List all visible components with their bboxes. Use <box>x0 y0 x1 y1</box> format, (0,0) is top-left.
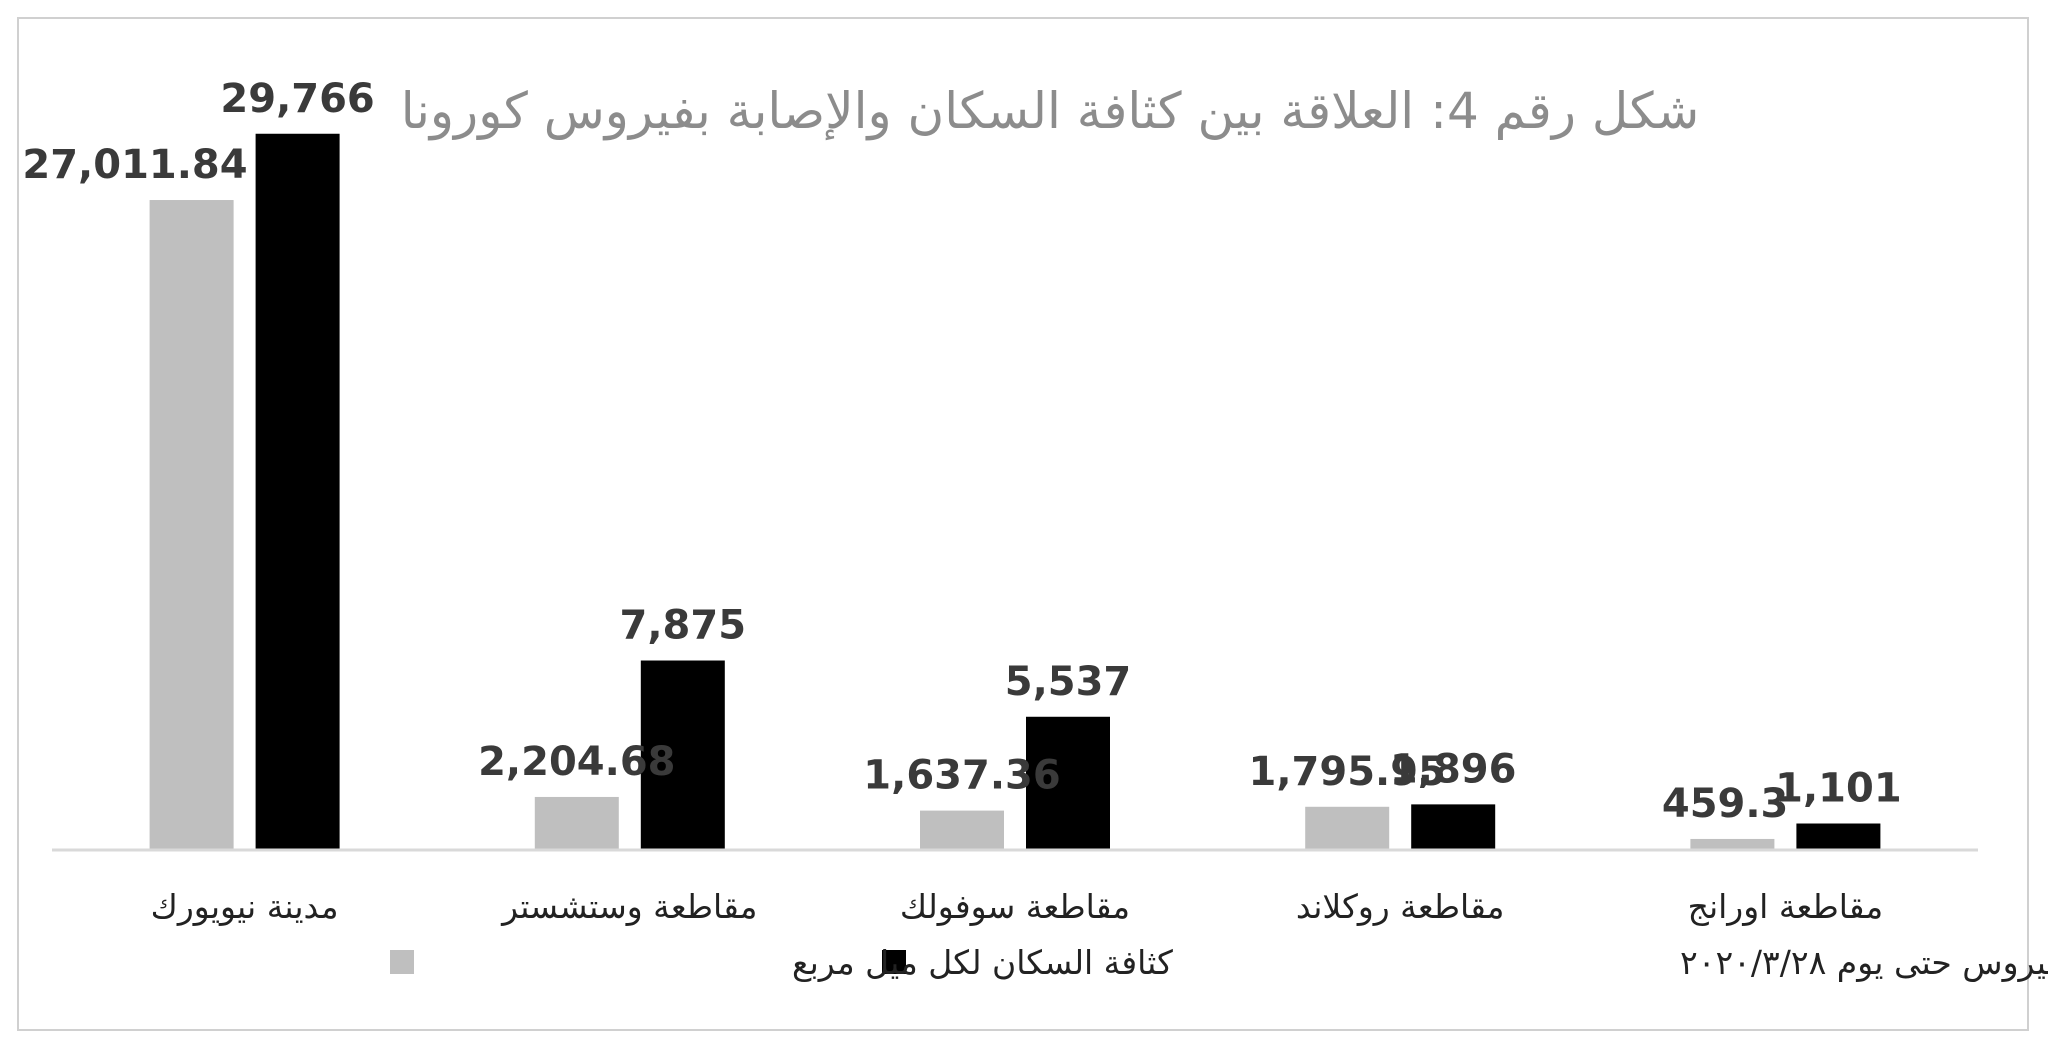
legend-swatch-s0 <box>390 950 414 974</box>
bar-s1-c2 <box>1026 716 1110 850</box>
bar-s1-c3 <box>1411 804 1496 850</box>
data-labels-group: 27,011.84 29,766 2,204.68 7,875 1,637.36 5,53… <box>22 76 1901 827</box>
data-label-s1-c2: 5,537 <box>1005 659 1132 705</box>
bar-s1-c1 <box>640 660 725 850</box>
bar-s1-c0 <box>255 133 340 851</box>
category-label-3: مقاطعة روكلاند <box>1296 887 1505 926</box>
data-label-s0-c1: 2,204.68 <box>478 739 675 785</box>
bar-s1-c4 <box>1796 823 1881 850</box>
chart-title: شكل رقم 4: العلاقة بين كثافة السكان والإ… <box>401 82 1700 141</box>
category-labels-group: مدينة نيويورك مقاطعة وستشستر مقاطعة سوفولك… <box>151 887 1883 926</box>
data-label-s1-c4: 1,101 <box>1775 766 1902 812</box>
bar-s0-c3 <box>1305 806 1390 850</box>
category-label-1: مقاطعة وستشستر <box>500 887 757 926</box>
data-label-s1-c0: 29,766 <box>220 76 374 122</box>
category-label-4: مقاطعة اورانج <box>1688 887 1884 926</box>
category-label-2: مقاطعة سوفولك <box>900 887 1130 926</box>
data-label-s0-c3: 1,795.95 <box>1249 749 1446 795</box>
bar-s0-c2 <box>920 810 1004 850</box>
bar-s0-c1 <box>534 796 619 850</box>
legend-label-s1: عدد الإصابات المسجلة بالفيروس حتى يوم ٢٠… <box>1680 943 2048 982</box>
chart-frame <box>17 17 2029 1031</box>
legend-label-s0: كثافة السكان لكل ميل مربع <box>792 943 1173 982</box>
bars-group <box>149 133 1881 851</box>
data-label-s1-c1: 7,875 <box>620 603 747 649</box>
legend: عدد الإصابات المسجلة بالفيروس حتى يوم ٢٠… <box>390 943 2048 982</box>
category-label-0: مدينة نيويورك <box>151 887 339 926</box>
data-label-s0-c0: 27,011.84 <box>22 142 247 188</box>
legend-swatch-s1 <box>882 950 906 974</box>
data-label-s0-c4: 459.3 <box>1662 781 1789 827</box>
data-label-s0-c2: 1,637.36 <box>863 753 1060 799</box>
data-label-s1-c3: 1,896 <box>1390 746 1517 792</box>
bar-s0-c4 <box>1690 838 1775 850</box>
bar-s0-c0 <box>149 200 234 851</box>
